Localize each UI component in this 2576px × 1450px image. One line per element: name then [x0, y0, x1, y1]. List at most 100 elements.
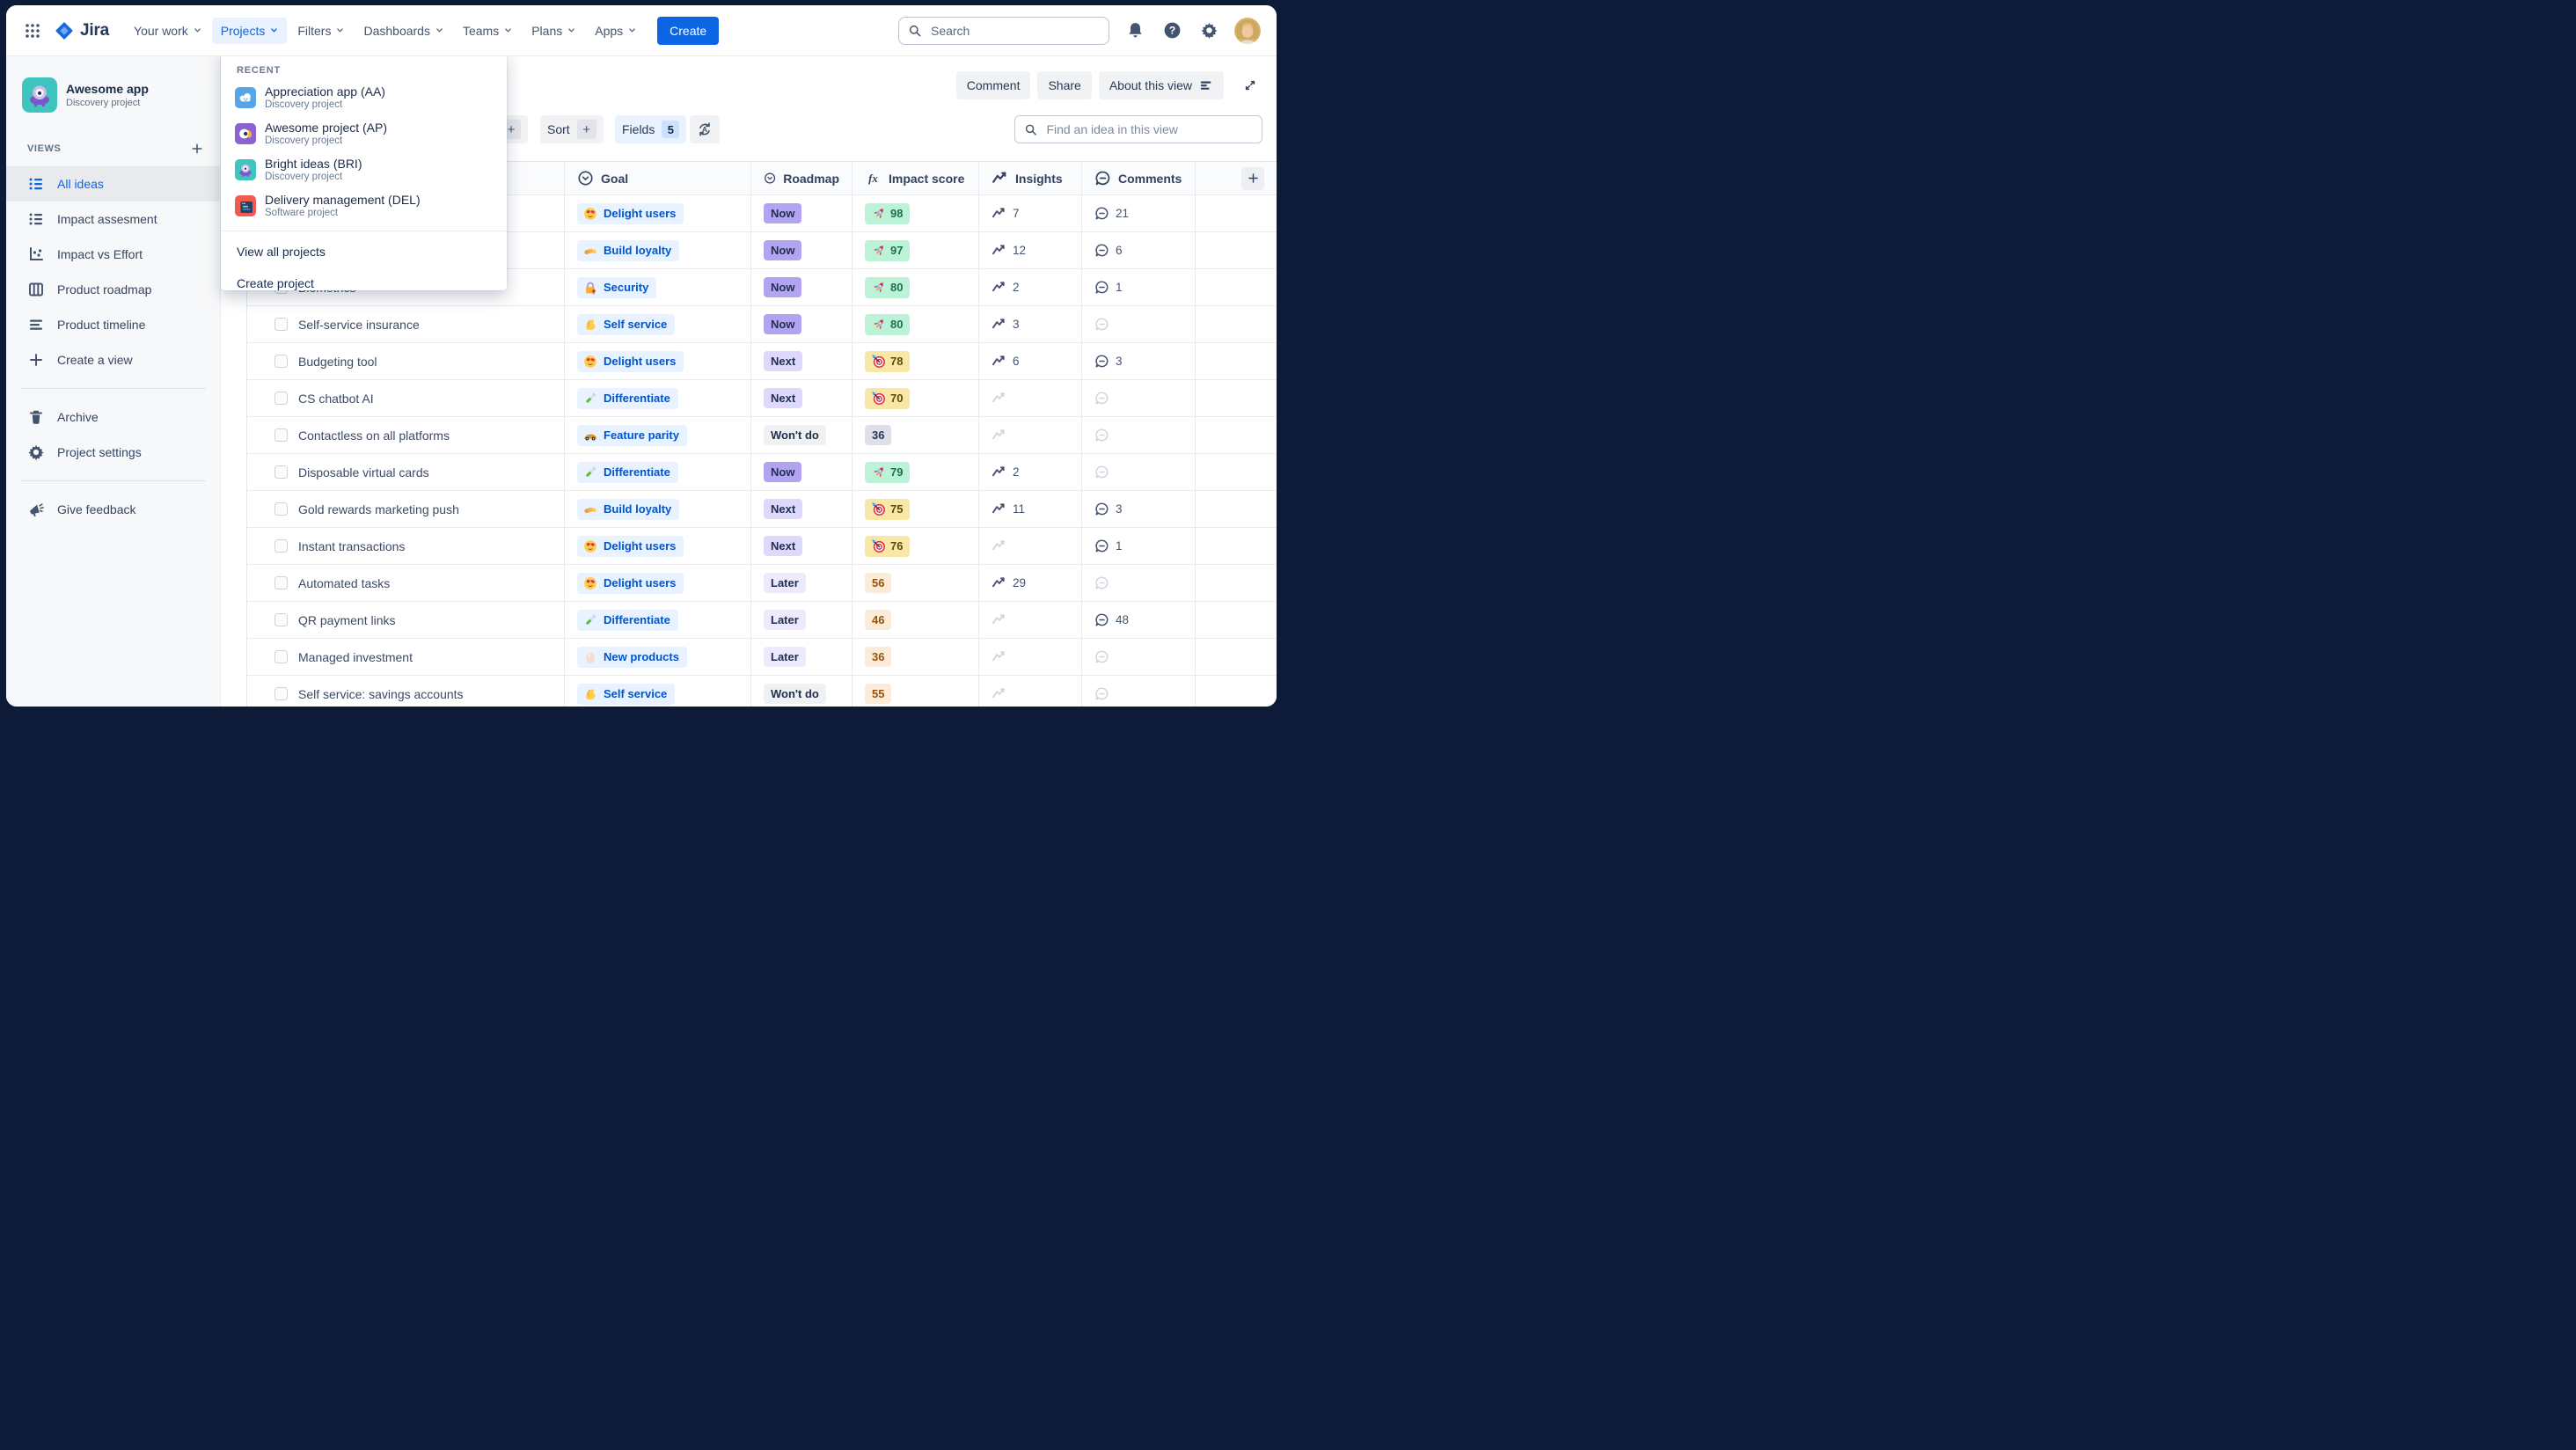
recent-project-item[interactable]: Bright ideas (BRI) Discovery project — [221, 151, 507, 187]
expand-view-icon[interactable] — [1238, 73, 1262, 98]
roadmap-cell[interactable]: Now — [751, 269, 853, 306]
idea-summary-cell[interactable]: Budgeting tool — [247, 343, 565, 380]
sidebar-item-archive[interactable]: Archive — [6, 399, 220, 435]
impact-score-cell[interactable]: 80 — [853, 269, 979, 306]
comments-cell[interactable]: 48 — [1082, 602, 1196, 639]
idea-summary-cell[interactable]: Disposable virtual cards — [247, 454, 565, 491]
global-search[interactable] — [898, 16, 1109, 45]
sidebar-item-impact-assesment[interactable]: Impact assesment — [6, 201, 220, 237]
comments-cell[interactable] — [1082, 380, 1196, 417]
comments-cell[interactable] — [1082, 639, 1196, 676]
share-button[interactable]: Share — [1037, 71, 1092, 99]
impact-score-cell[interactable]: 55 — [853, 676, 979, 707]
add-column-button[interactable] — [1241, 166, 1264, 190]
help-icon[interactable] — [1160, 19, 1183, 42]
column-header-comments[interactable]: Comments — [1082, 162, 1196, 195]
idea-summary-cell[interactable]: Automated tasks — [247, 565, 565, 602]
nav-item-dashboards[interactable]: Dashboards — [355, 18, 452, 44]
about-this-view-button[interactable]: About this view — [1098, 71, 1224, 99]
idea-summary-cell[interactable]: Contactless on all platforms — [247, 417, 565, 454]
insights-cell[interactable] — [979, 602, 1082, 639]
roadmap-cell[interactable]: Won't do — [751, 417, 853, 454]
roadmap-cell[interactable]: Later — [751, 565, 853, 602]
recent-project-item[interactable]: Appreciation app (AA) Discovery project — [221, 79, 507, 115]
sidebar-item-product-timeline[interactable]: Product timeline — [6, 307, 220, 342]
goal-cell[interactable]: Differentiate — [565, 602, 751, 639]
view-all-projects-link[interactable]: View all projects — [237, 245, 326, 259]
roadmap-cell[interactable]: Next — [751, 528, 853, 565]
impact-score-cell[interactable]: 70 — [853, 380, 979, 417]
row-checkbox[interactable] — [274, 355, 288, 368]
goal-cell[interactable]: Build loyalty — [565, 232, 751, 269]
sidebar-item-project-settings[interactable]: Project settings — [6, 435, 220, 470]
row-checkbox[interactable] — [274, 392, 288, 405]
comments-cell[interactable]: 3 — [1082, 491, 1196, 528]
create-project-link[interactable]: Create project — [237, 276, 314, 290]
comments-cell[interactable]: 1 — [1082, 269, 1196, 306]
roadmap-cell[interactable]: Later — [751, 602, 853, 639]
impact-score-cell[interactable]: 80 — [853, 306, 979, 343]
impact-score-cell[interactable]: 75 — [853, 491, 979, 528]
goal-cell[interactable]: Build loyalty — [565, 491, 751, 528]
insights-cell[interactable] — [979, 417, 1082, 454]
column-header-+[interactable] — [1196, 162, 1277, 195]
column-header-goal[interactable]: Goal — [565, 162, 751, 195]
row-checkbox[interactable] — [274, 428, 288, 442]
impact-score-cell[interactable]: 76 — [853, 528, 979, 565]
goal-cell[interactable]: Delight users — [565, 195, 751, 232]
impact-score-cell[interactable]: 78 — [853, 343, 979, 380]
row-checkbox[interactable] — [274, 318, 288, 331]
idea-summary-cell[interactable]: QR payment links — [247, 602, 565, 639]
find-idea-search[interactable] — [1014, 115, 1262, 143]
add-view-icon[interactable] — [190, 142, 204, 156]
insights-cell[interactable]: 29 — [979, 565, 1082, 602]
nav-item-apps[interactable]: Apps — [586, 18, 645, 44]
insights-cell[interactable]: 7 — [979, 195, 1082, 232]
idea-summary-cell[interactable]: Self-service insurance — [247, 306, 565, 343]
comments-cell[interactable] — [1082, 565, 1196, 602]
sort-alphabetical-chip[interactable] — [690, 115, 720, 143]
goal-cell[interactable]: Self service — [565, 306, 751, 343]
sidebar-item-impact-vs-effort[interactable]: Impact vs Effort — [6, 237, 220, 272]
user-avatar[interactable] — [1234, 18, 1261, 44]
row-checkbox[interactable] — [274, 465, 288, 479]
insights-cell[interactable]: 2 — [979, 454, 1082, 491]
impact-score-cell[interactable]: 36 — [853, 417, 979, 454]
notifications-bell-icon[interactable] — [1123, 19, 1146, 42]
comments-cell[interactable] — [1082, 676, 1196, 707]
goal-cell[interactable]: Delight users — [565, 565, 751, 602]
comments-cell[interactable]: 3 — [1082, 343, 1196, 380]
idea-summary-cell[interactable]: Gold rewards marketing push — [247, 491, 565, 528]
roadmap-cell[interactable]: Later — [751, 639, 853, 676]
roadmap-cell[interactable]: Now — [751, 306, 853, 343]
impact-score-cell[interactable]: 46 — [853, 602, 979, 639]
column-header-impact-score[interactable]: Impact score — [853, 162, 979, 195]
sidebar-item-create-a-view[interactable]: Create a view — [6, 342, 220, 377]
goal-cell[interactable]: Security — [565, 269, 751, 306]
row-checkbox[interactable] — [274, 502, 288, 516]
column-header-insights[interactable]: Insights — [979, 162, 1082, 195]
goal-cell[interactable]: Differentiate — [565, 380, 751, 417]
impact-score-cell[interactable]: 79 — [853, 454, 979, 491]
comment-button[interactable]: Comment — [955, 71, 1031, 99]
roadmap-cell[interactable]: Now — [751, 195, 853, 232]
insights-cell[interactable]: 6 — [979, 343, 1082, 380]
roadmap-cell[interactable]: Now — [751, 454, 853, 491]
nav-item-your-work[interactable]: Your work — [125, 18, 210, 44]
impact-score-cell[interactable]: 36 — [853, 639, 979, 676]
row-checkbox[interactable] — [274, 613, 288, 626]
comments-cell[interactable]: 6 — [1082, 232, 1196, 269]
goal-cell[interactable]: Feature parity — [565, 417, 751, 454]
row-checkbox[interactable] — [274, 687, 288, 700]
roadmap-cell[interactable]: Now — [751, 232, 853, 269]
nav-item-filters[interactable]: Filters — [289, 18, 353, 44]
sidebar-item-product-roadmap[interactable]: Product roadmap — [6, 272, 220, 307]
comments-cell[interactable] — [1082, 454, 1196, 491]
insights-cell[interactable] — [979, 380, 1082, 417]
roadmap-cell[interactable]: Next — [751, 380, 853, 417]
insights-cell[interactable]: 12 — [979, 232, 1082, 269]
insights-cell[interactable]: 11 — [979, 491, 1082, 528]
sort-chip[interactable]: Sort + — [540, 115, 604, 143]
goal-cell[interactable]: New products — [565, 639, 751, 676]
goal-cell[interactable]: Self service — [565, 676, 751, 707]
